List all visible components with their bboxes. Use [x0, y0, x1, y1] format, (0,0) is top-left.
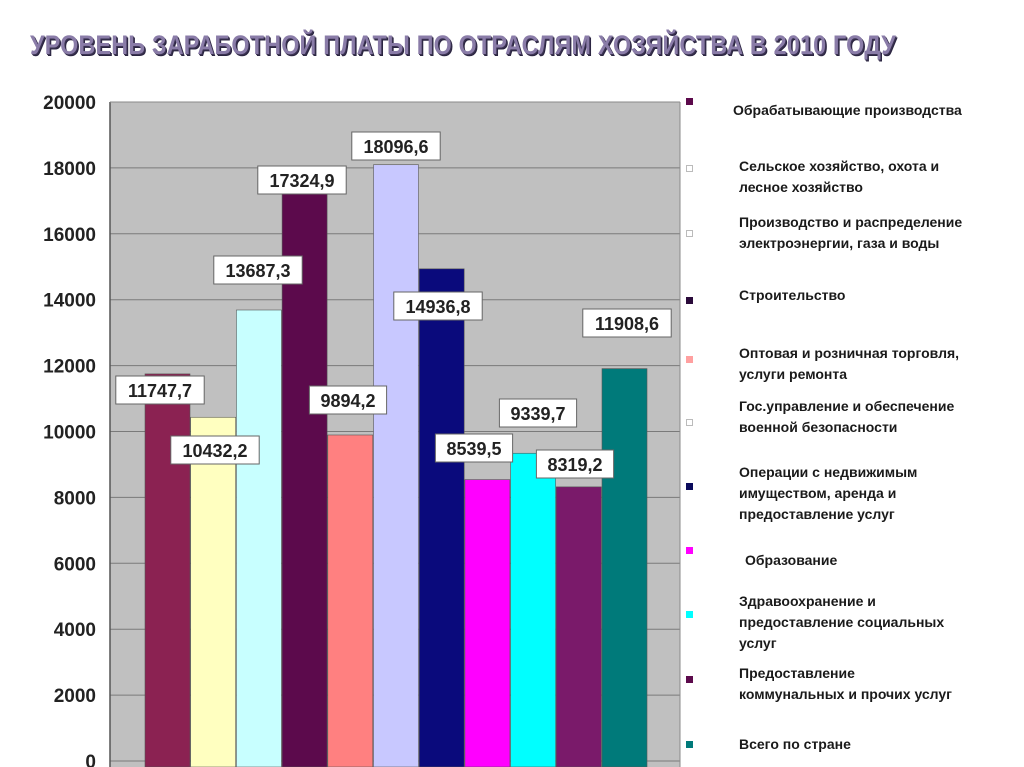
data-label: 11908,6 — [595, 314, 659, 334]
data-label-box — [213, 255, 303, 285]
legend-label: Оптовая и розничная торговля, услуги рем… — [739, 345, 960, 382]
bar — [144, 373, 191, 767]
bar — [555, 486, 602, 767]
data-label: 17324,9 — [269, 171, 334, 191]
legend-label: Здравоохранение и предоставление социаль… — [739, 593, 945, 651]
data-label: 11747,7 — [128, 381, 192, 401]
bar — [601, 368, 648, 767]
data-label-box — [257, 165, 347, 195]
legend-label: Обрабатывающие производства — [733, 102, 962, 118]
data-label-box — [393, 291, 483, 321]
data-label: 8539,5 — [446, 439, 501, 459]
data-label: 9339,7 — [510, 404, 565, 424]
legend-swatch — [686, 165, 693, 172]
data-label: 10432,2 — [182, 441, 247, 461]
bar — [373, 164, 419, 767]
legend-label: Предоставление коммунальных и прочих усл… — [739, 665, 953, 702]
data-label-box — [535, 449, 615, 479]
y-tick-label: 12000 — [43, 357, 96, 378]
y-tick-label: 4000 — [54, 620, 96, 641]
legend-label: Образование — [745, 552, 838, 568]
legend-swatch — [686, 356, 693, 363]
data-label-box — [115, 375, 205, 405]
data-label: 14936,8 — [405, 297, 470, 317]
legend-swatch — [686, 98, 693, 105]
legend-swatch — [686, 741, 693, 748]
data-label-box — [434, 433, 514, 463]
data-label-box — [170, 435, 260, 465]
y-tick-label: 20000 — [43, 93, 96, 114]
bar — [464, 479, 511, 767]
bar — [281, 189, 328, 767]
y-tick-label: 2000 — [54, 686, 96, 707]
y-tick-label: 18000 — [43, 159, 96, 180]
data-label-box — [308, 385, 388, 415]
legend-swatch — [686, 547, 693, 554]
y-tick-label: 8000 — [54, 488, 96, 509]
legend-swatch — [686, 419, 693, 426]
legend: Обрабатывающие производства Сельское хозя… — [683, 90, 1024, 767]
y-tick-label: 6000 — [54, 554, 96, 575]
data-label-box — [498, 398, 578, 428]
legend-swatch — [686, 483, 693, 490]
y-tick-label: 16000 — [43, 225, 96, 246]
legend-label: Всего по стране — [739, 736, 851, 752]
y-tick-label: 10000 — [43, 423, 96, 444]
bar — [327, 434, 374, 767]
data-label: 18096,6 — [363, 137, 428, 157]
legend-label: Операции с недвижимым имуществом, аренда… — [739, 464, 918, 522]
data-label-box — [351, 131, 441, 161]
legend-label: Сельское хозяйство, охота и лесное хозяй… — [739, 158, 940, 195]
data-label: 9894,2 — [320, 391, 375, 411]
bar — [510, 452, 556, 767]
legend-swatch — [686, 611, 693, 618]
legend-label: Производство и распределение электроэнер… — [739, 214, 963, 251]
y-tick-label: 14000 — [43, 291, 96, 312]
legend-label: Гос.управление и обеспечение военной без… — [739, 398, 955, 435]
legend-label: Строительство — [739, 287, 846, 303]
bar — [236, 309, 282, 767]
data-label: 13687,3 — [225, 261, 290, 281]
bar — [190, 416, 236, 767]
legend-swatch — [686, 297, 693, 304]
chart-title: УРОВЕНЬ ЗАРАБОТНОЙ ПЛАТЫ ПО ОТРАСЛЯМ ХОЗ… — [30, 30, 896, 60]
data-label: 8319,2 — [547, 455, 602, 475]
bar — [418, 268, 465, 767]
legend-swatch — [686, 676, 693, 683]
y-tick-label: 0 — [85, 752, 96, 767]
data-label-box — [582, 308, 672, 338]
legend-swatch — [686, 230, 693, 237]
